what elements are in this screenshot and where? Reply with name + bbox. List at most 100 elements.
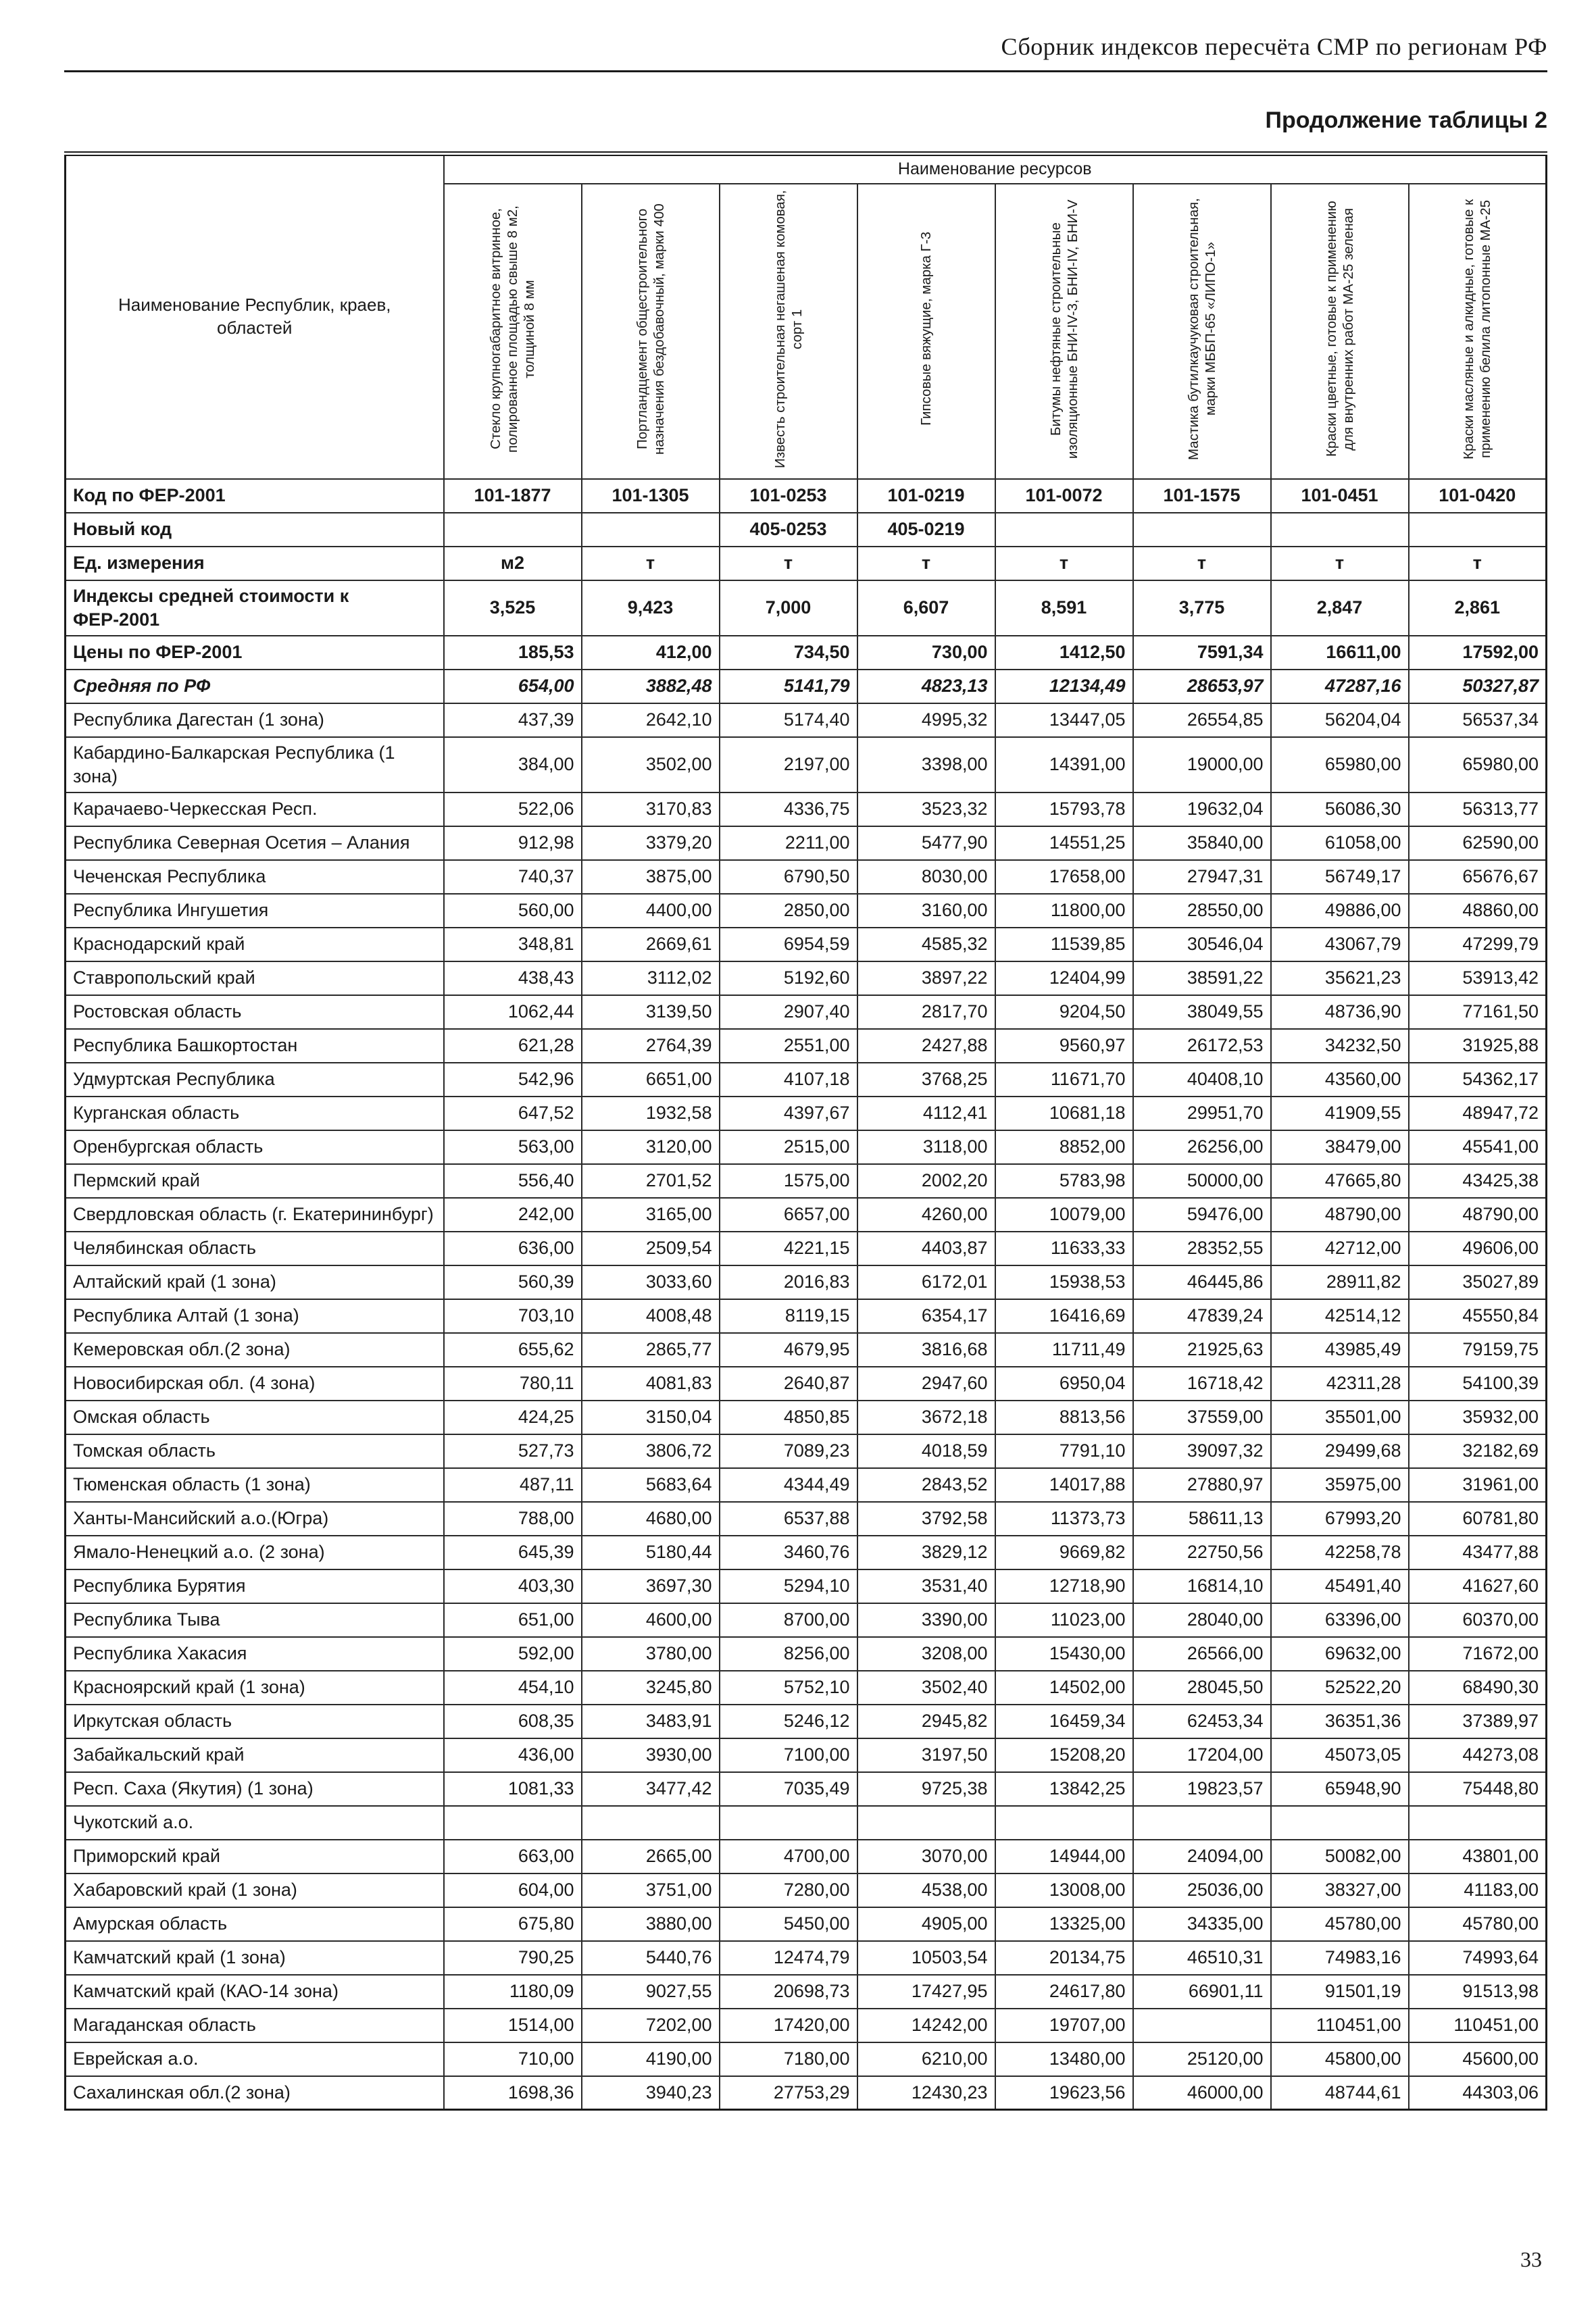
value-cell: 42311,28 [1270,1365,1410,1401]
region-row: Приморский край 663,00 2665,00 4700,00 3070,… [64,1838,1547,1874]
value-cell: 47665,80 [1270,1163,1410,1199]
value-cell: 527,73 [443,1433,582,1469]
column-header-text: Стекло крупногабаритное витринное, полир… [488,205,537,453]
value-cell: 2509,54 [580,1230,720,1266]
value-cell: 45073,05 [1270,1737,1410,1773]
value-cell: 16814,10 [1132,1568,1272,1604]
value-cell: 560,39 [443,1264,582,1300]
value-cell: 4018,59 [856,1433,996,1469]
value-cell: 44273,08 [1407,1737,1547,1773]
value-cell: 556,40 [443,1163,582,1199]
value-cell: 15793,78 [994,791,1134,827]
value-cell: 65980,00 [1407,736,1547,793]
value-cell: 14242,00 [856,2007,996,2043]
value-cell: 19623,56 [994,2075,1134,2111]
value-cell: 54362,17 [1407,1061,1547,1097]
value-cell: 242,00 [443,1197,582,1232]
value-cell: 2865,77 [580,1332,720,1367]
value-cell: 110451,00 [1270,2007,1410,2043]
value-cell: 3460,76 [718,1534,858,1570]
value-cell: 788,00 [443,1501,582,1536]
value-cell: 19632,04 [1132,791,1272,827]
meta-row: Ед. измерения м2 т т т т т т т [64,545,1547,581]
value-cell: 12430,23 [856,2075,996,2111]
region-label: Республика Башкортостан [64,1028,445,1063]
value-cell: 912,98 [443,825,582,861]
value-cell: 60370,00 [1407,1602,1547,1638]
value-cell: 10079,00 [994,1197,1134,1232]
column-header-text: Краски цветные, готовые к применению для… [1323,201,1356,457]
value-cell: 5450,00 [718,1906,858,1942]
value-cell: 48947,72 [1407,1095,1547,1131]
value-cell: 6954,59 [718,926,858,962]
meta-value-cell: 101-0253 [718,478,858,513]
value-cell: 26172,53 [1132,1028,1272,1063]
value-cell: 6537,88 [718,1501,858,1536]
value-cell: 9669,82 [994,1534,1134,1570]
column-header: Стекло крупногабаритное витринное, полир… [443,182,582,480]
value-cell: 42258,78 [1270,1534,1410,1570]
region-label: Хабаровский край (1 зона) [64,1872,445,1908]
region-label: Омская область [64,1399,445,1435]
value-cell [718,1805,858,1840]
value-cell: 11800,00 [994,892,1134,928]
value-cell: 25120,00 [1132,2041,1272,2077]
meta-value-cell: 101-0219 [856,478,996,513]
value-cell: 30546,04 [1132,926,1272,962]
meta-value-cell: 185,53 [443,634,582,670]
value-cell: 45780,00 [1407,1906,1547,1942]
meta-value-cell [1407,511,1547,547]
value-cell: 35621,23 [1270,960,1410,996]
region-row: Республика Алтай (1 зона) 703,10 4008,48 81… [64,1298,1547,1334]
value-cell: 13008,00 [994,1872,1134,1908]
value-cell: 9204,50 [994,994,1134,1030]
value-cell [1132,1805,1272,1840]
value-cell: 4190,00 [580,2041,720,2077]
meta-row: Цены по ФЕР-2001 185,53 412,00 734,50 730,00… [64,634,1547,670]
region-row: Ямало-Ненецкий а.о. (2 зона) 645,39 5180,4… [64,1534,1547,1570]
region-row: Кабардино-Балкарская Республика (1 зона)… [64,736,1547,793]
value-cell: 35840,00 [1132,825,1272,861]
value-cell: 454,10 [443,1669,582,1705]
value-cell: 2669,61 [580,926,720,962]
value-cell: 6790,50 [718,859,858,895]
value-cell: 6172,01 [856,1264,996,1300]
value-cell [994,1805,1134,1840]
region-row: Хабаровский край (1 зона) 604,00 3751,00 72… [64,1872,1547,1908]
value-cell: 62453,34 [1132,1703,1272,1739]
value-cell: 1932,58 [580,1095,720,1131]
value-cell: 41627,60 [1407,1568,1547,1604]
value-cell: 16416,69 [994,1298,1134,1334]
value-cell: 3897,22 [856,960,996,996]
value-cell: 42514,12 [1270,1298,1410,1334]
value-cell: 19707,00 [994,2007,1134,2043]
value-cell: 3120,00 [580,1129,720,1165]
value-cell: 16718,42 [1132,1365,1272,1401]
value-cell: 14391,00 [994,736,1134,793]
region-row: Ханты-Мансийский а.о.(Югра) 788,00 4680,00… [64,1501,1547,1536]
value-cell: 4850,85 [718,1399,858,1435]
value-cell [1132,2007,1272,2043]
region-row: Курганская область 647,52 1932,58 4397,67 41… [64,1095,1547,1131]
value-cell: 56086,30 [1270,791,1410,827]
value-cell: 58611,13 [1132,1501,1272,1536]
value-cell: 8700,00 [718,1602,858,1638]
region-label: Камчатский край (1 зона) [64,1940,445,1976]
meta-value-cell: 8,591 [994,579,1134,636]
region-row: Камчатский край (КАО-14 зона) 1180,09 9027… [64,1973,1547,2009]
region-label: Чеченская Республика [64,859,445,895]
value-cell: 1180,09 [443,1973,582,2009]
value-cell: 29951,70 [1132,1095,1272,1131]
region-row: Кемеровская обл.(2 зона) 655,62 2865,77 467… [64,1332,1547,1367]
value-cell: 3768,25 [856,1061,996,1097]
region-label: Сахалинская обл.(2 зона) [64,2075,445,2111]
value-cell: 2016,83 [718,1264,858,1300]
value-cell: 7035,49 [718,1771,858,1807]
value-cell: 46000,00 [1132,2075,1272,2111]
meta-row-label: Индексы средней стоимости к ФЕР-2001 [64,579,445,636]
region-label: Приморский край [64,1838,445,1874]
value-cell: 9560,97 [994,1028,1134,1063]
value-cell: 403,30 [443,1568,582,1604]
meta-value-cell: 654,00 [443,668,582,704]
value-cell: 56204,04 [1270,702,1410,738]
